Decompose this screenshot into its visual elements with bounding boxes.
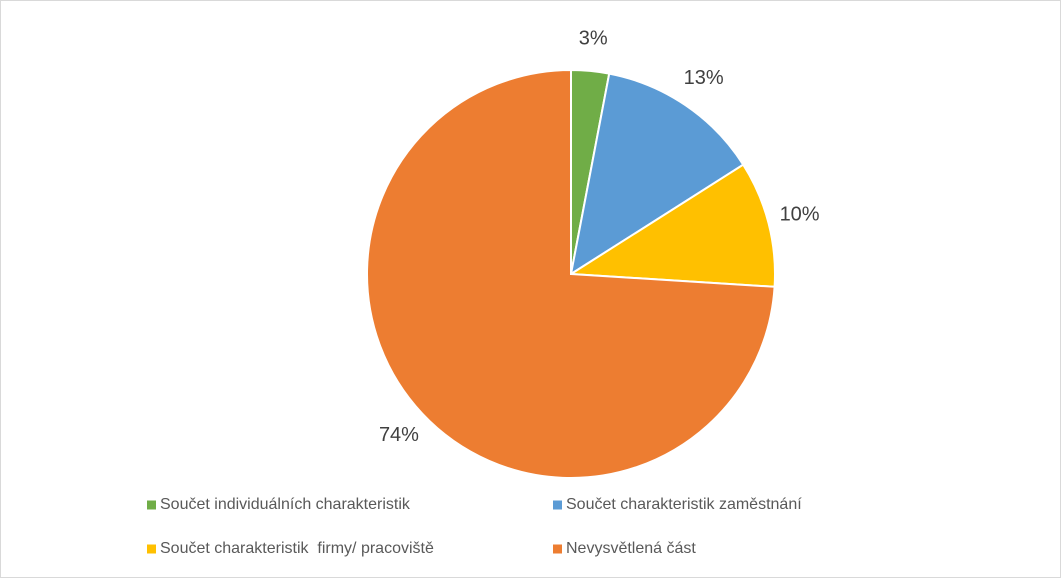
data-label: 3% (579, 27, 608, 49)
data-label: 74% (379, 424, 419, 446)
pie-slice (567, 163, 776, 288)
data-label: 13% (684, 67, 724, 89)
data-label: 10% (780, 204, 820, 226)
legend-label: Nevysvětlená část (566, 540, 696, 557)
legend-label: Součet individuálních charakteristik (160, 496, 411, 513)
pie-slice (366, 68, 776, 479)
legend-swatch (147, 544, 156, 554)
legend-swatch (553, 544, 562, 554)
legend-label: Součet charakteristik firmy/ pracoviště (160, 540, 434, 557)
pie-slice (569, 72, 745, 277)
legend-swatch (147, 500, 156, 510)
legend-swatch (553, 500, 562, 510)
legend-label: Součet charakteristik zaměstnání (566, 496, 802, 513)
